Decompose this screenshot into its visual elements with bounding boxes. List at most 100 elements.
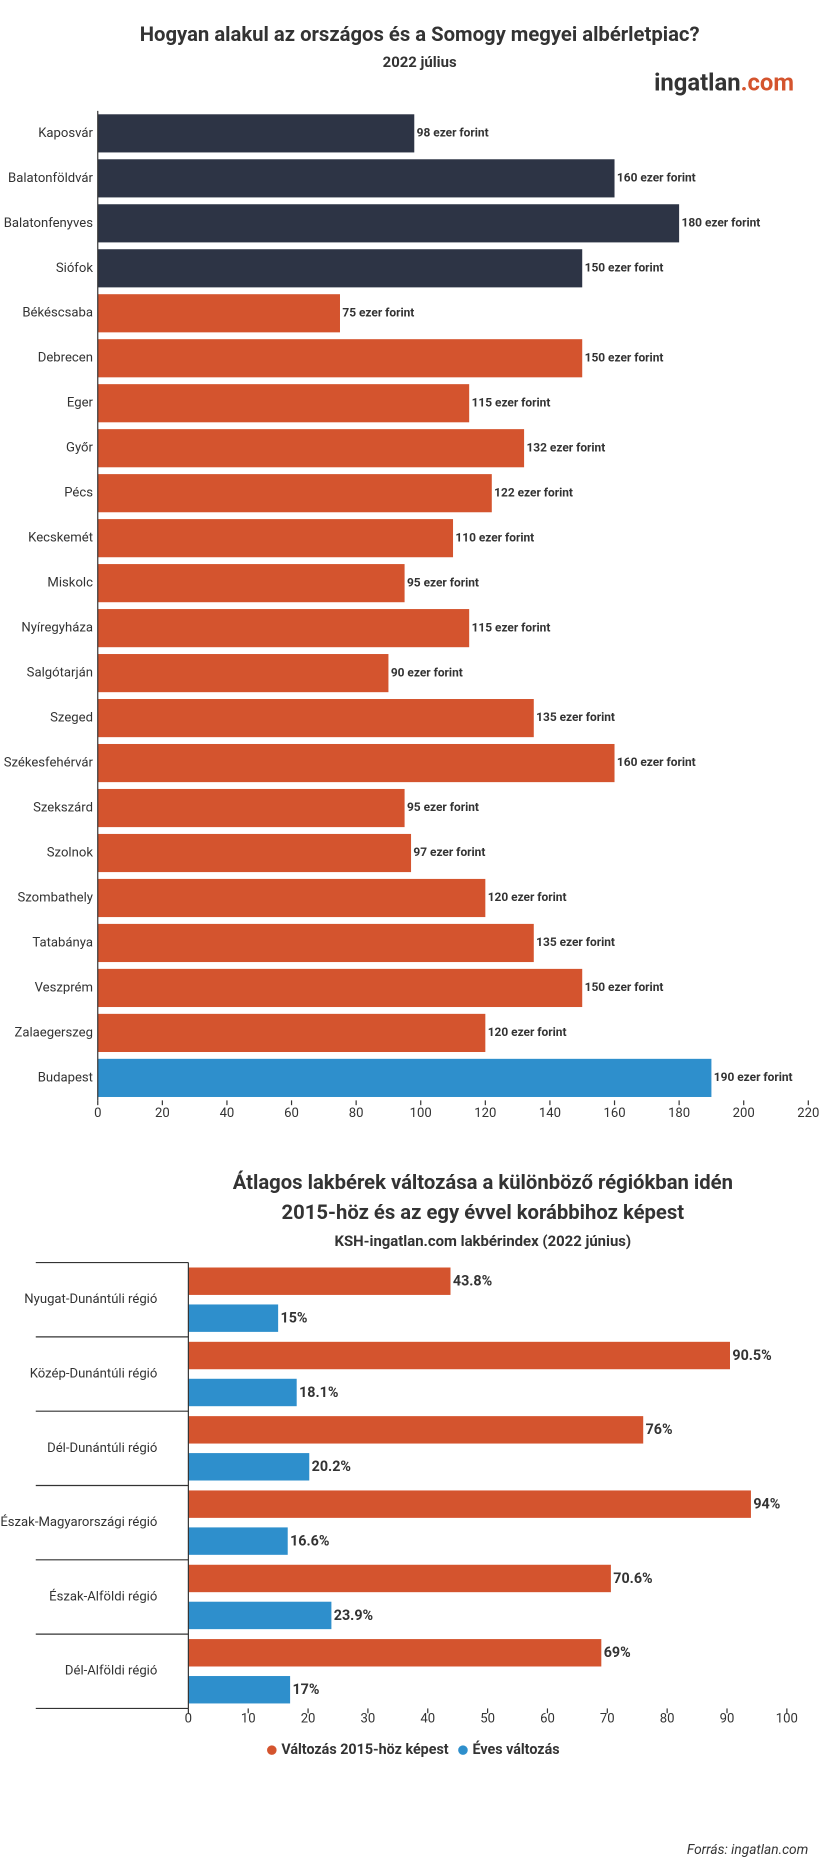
x-tick-label: 100 [410,1106,432,1121]
y-tick-label: Siófok [56,261,93,276]
y-tick-label: Balatonföldvár [8,171,93,186]
y-tick-label: Szeged [50,711,93,726]
logo: ingatlan.com [654,69,794,97]
y-tick-label: Közép-Dunántúli régió [30,1366,158,1381]
logo-suffix: .com [741,69,794,97]
value-label: 115 ezer forint [472,395,551,409]
y-tick-label: Nyugat-Dunántúli régió [24,1292,157,1307]
value-label: 17% [292,1682,319,1698]
value-label: 150 ezer forint [585,260,664,274]
value-label: 98 ezer forint [417,126,489,140]
x-tick-label: 0 [185,1712,192,1727]
bar [97,654,389,693]
chart-title: Átlagos lakbérek változása a különböző r… [233,1170,733,1194]
bar [188,1341,730,1370]
chart-subtitle: 2022 július [383,53,457,71]
legend-label: Változás 2015-höz képest [281,1742,448,1758]
x-tick-label: 120 [474,1106,496,1121]
chart-title: Hogyan alakul az országos és a Somogy me… [140,22,700,46]
value-label: 120 ezer forint [488,1025,567,1039]
y-tick-label: Békéscsaba [22,306,93,321]
bar [97,519,454,558]
bar [97,788,405,828]
value-label: 76% [646,1422,673,1438]
bar [188,1416,644,1444]
value-label: 115 ezer forint [472,620,551,634]
bar [188,1676,291,1704]
value-label: 110 ezer forint [455,530,534,544]
x-tick-label: 100 [776,1712,798,1727]
value-label: 97 ezer forint [413,845,485,859]
value-label: 120 ezer forint [488,890,567,904]
y-tick-label: Szombathely [17,890,93,905]
x-tick-label: 70 [600,1712,615,1727]
chart-title: 2015-höz és az egy évvel korábbihoz képe… [282,1200,685,1224]
bar [97,1058,712,1097]
chart-subtitle: KSH-ingatlan.com lakbérindex (2022 júniu… [334,1232,631,1250]
bar [97,564,405,603]
y-tick-label: Salgótarján [27,666,93,681]
value-label: 94% [753,1497,780,1513]
y-tick-label: Debrecen [38,351,93,366]
y-tick-label: Kaposvár [38,126,93,141]
y-tick-label: Tatabánya [32,935,93,950]
bar [97,474,492,513]
y-tick-label: Miskolc [47,576,93,591]
value-label: 90 ezer forint [391,665,463,679]
value-label: 135 ezer forint [536,710,615,724]
x-tick-label: 220 [797,1106,819,1121]
value-label: 190 ezer forint [714,1070,793,1084]
x-tick-label: 20 [155,1106,170,1121]
value-label: 75 ezer forint [342,305,414,319]
value-label: 135 ezer forint [536,935,615,949]
x-tick-label: 20 [301,1712,316,1727]
bar [97,249,583,288]
y-tick-label: Zalaegerszeg [14,1025,93,1040]
y-tick-label: Veszprém [35,980,93,995]
x-tick-label: 60 [284,1106,299,1121]
legend-label: Éves változás [472,1740,559,1758]
value-label: 180 ezer forint [682,215,761,229]
x-tick-label: 90 [720,1712,735,1727]
bar [188,1601,332,1630]
x-tick-label: 40 [420,1712,435,1727]
bar [188,1564,611,1593]
value-label: 95 ezer forint [407,800,479,814]
bar [188,1639,602,1667]
legend-marker [458,1745,468,1755]
x-tick-label: 200 [733,1106,755,1121]
x-tick-label: 140 [539,1106,561,1121]
x-tick-label: 10 [241,1712,256,1727]
y-tick-label: Eger [67,396,94,411]
legend-marker [267,1745,277,1755]
bar [97,699,534,738]
bar [97,339,583,378]
x-tick-label: 40 [220,1106,235,1121]
x-tick-label: 160 [603,1106,625,1121]
value-label: 95 ezer forint [407,575,479,589]
value-label: 150 ezer forint [585,350,664,364]
bar [97,743,615,783]
x-tick-label: 180 [668,1106,690,1121]
y-tick-label: Balatonfenyves [4,216,94,231]
y-tick-label: Budapest [38,1070,93,1085]
bar [97,968,583,1008]
bar [97,878,486,918]
x-tick-label: 0 [94,1106,101,1121]
bar [97,1013,486,1053]
bar [97,609,470,648]
x-tick-label: 60 [540,1712,555,1727]
value-label: 23.9% [334,1608,373,1624]
value-label: 15% [281,1311,308,1327]
x-tick-label: 80 [349,1106,364,1121]
value-label: 122 ezer forint [494,485,573,499]
bar [188,1453,310,1481]
x-tick-label: 30 [361,1712,376,1727]
value-label: 132 ezer forint [526,440,605,454]
y-tick-label: Kecskemét [28,531,93,546]
value-label: 160 ezer forint [617,755,696,769]
value-label: 150 ezer forint [585,980,664,994]
value-label: 18.1% [299,1385,338,1401]
y-tick-label: Észak-Magyarországi régió [0,1514,157,1530]
